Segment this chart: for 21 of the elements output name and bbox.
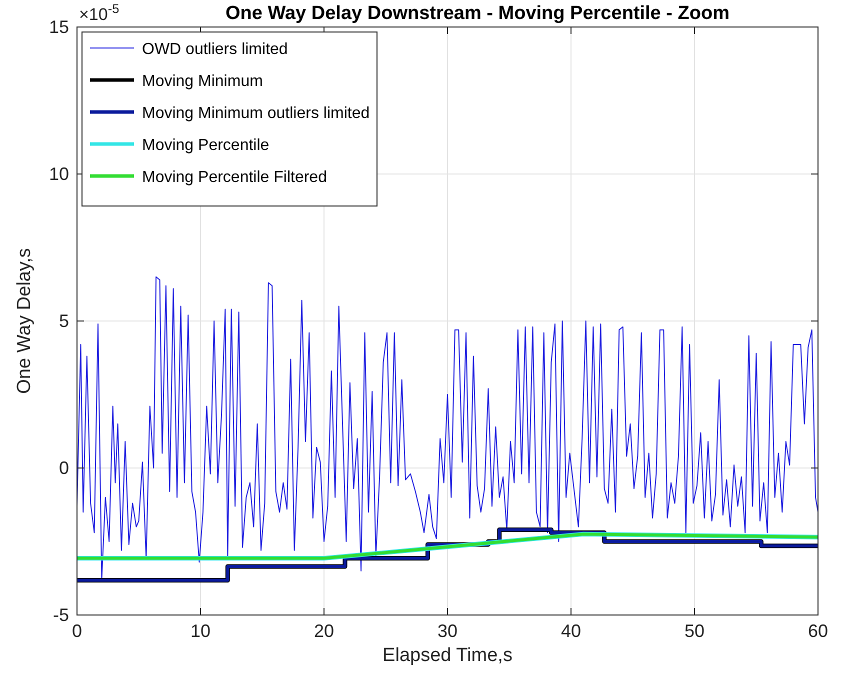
x-tick-label: 40 — [560, 621, 582, 641]
chart-title: One Way Delay Downstream - Moving Percentile - Zoom — [226, 3, 730, 24]
x-tick-label: 0 — [72, 621, 82, 641]
y-tick-label: 15 — [48, 17, 69, 37]
x-tick-label: 30 — [437, 621, 458, 641]
text: ×10$^{-5}$ — [79, 0, 120, 24]
x-tick-label: 60 — [808, 621, 828, 641]
x-axis-title: Elapsed Time,s — [382, 645, 512, 666]
legend-label: Moving Minimum — [142, 73, 263, 90]
y-axis-title: One Way Delay,s — [14, 248, 35, 394]
y-tick-label: -5 — [52, 605, 69, 625]
legend-label: Moving Percentile — [142, 137, 270, 154]
legend-label: Moving Percentile Filtered — [142, 169, 327, 186]
x-tick-label: 50 — [684, 621, 705, 641]
x-tick-label: 10 — [190, 621, 211, 641]
y-tick-label: 10 — [48, 164, 69, 184]
legend-label: Moving Minimum outliers limited — [142, 105, 370, 122]
x-tick-label: 20 — [314, 621, 334, 641]
legend-label: OWD outliers limited — [142, 41, 288, 58]
y-tick-label: 5 — [58, 311, 69, 331]
y-tick-label: 0 — [58, 458, 69, 478]
